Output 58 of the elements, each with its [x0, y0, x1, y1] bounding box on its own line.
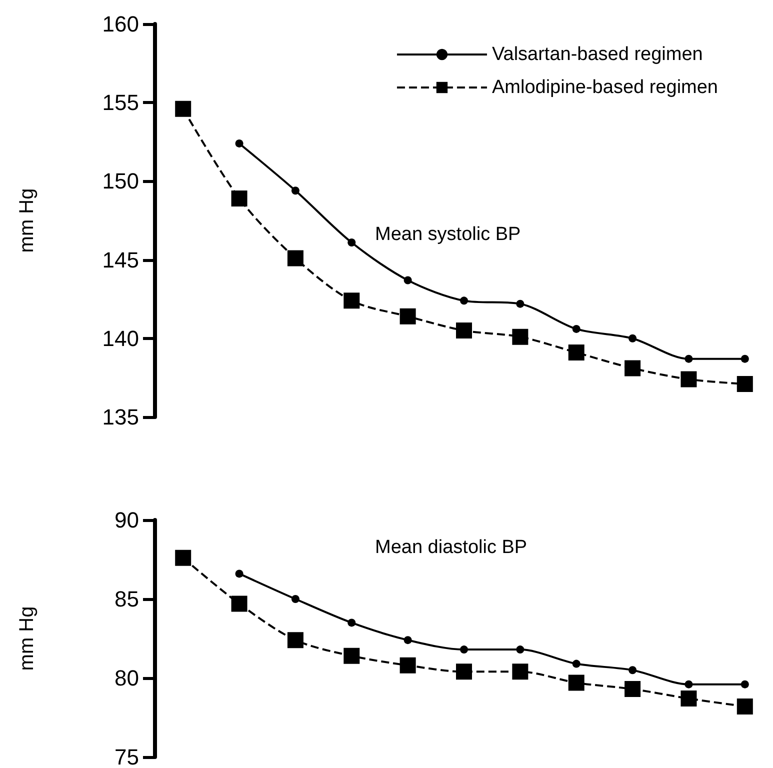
- point: [572, 660, 580, 668]
- point: [568, 674, 584, 691]
- point: [740, 354, 749, 363]
- point: [235, 570, 244, 578]
- point: [404, 276, 412, 284]
- point: [624, 681, 641, 698]
- point: [287, 250, 304, 266]
- point: [175, 550, 192, 566]
- point: [400, 308, 416, 324]
- point: [628, 334, 637, 342]
- point: [404, 636, 412, 644]
- point: [736, 376, 753, 392]
- point: [231, 596, 248, 612]
- point: [740, 680, 749, 688]
- point: [624, 360, 641, 376]
- annotation: Mean diastolic BP: [375, 537, 528, 558]
- point: [628, 666, 637, 674]
- legend-label: Valsartan-based regimen: [492, 44, 703, 65]
- point: [456, 664, 472, 680]
- point: [684, 354, 693, 363]
- point: [516, 646, 524, 654]
- point: [460, 646, 468, 654]
- y-tick-label: 155: [102, 90, 139, 116]
- y-tick-label: 145: [102, 247, 139, 272]
- y-tick-label: 90: [114, 508, 139, 532]
- point: [684, 680, 693, 688]
- y-tick-label: 160: [102, 12, 139, 36]
- point: [568, 344, 584, 361]
- point: [291, 595, 300, 603]
- point: [235, 139, 244, 148]
- point: [344, 292, 360, 309]
- point: [680, 690, 697, 707]
- point: [460, 296, 468, 305]
- point: [175, 100, 192, 117]
- y-tick-label: 140: [102, 326, 139, 351]
- point: [512, 328, 528, 345]
- point: [344, 648, 360, 664]
- y-tick-label: 75: [114, 744, 139, 768]
- point: [400, 657, 416, 674]
- point: [456, 322, 472, 339]
- point: [348, 618, 356, 627]
- y-tick-label: 135: [102, 404, 139, 430]
- point: [736, 698, 753, 714]
- annotation: Mean systolic BP: [375, 224, 521, 245]
- point: [231, 190, 248, 206]
- y-tick-label: 80: [114, 666, 139, 690]
- point: [572, 324, 580, 333]
- y-tick-label: 85: [114, 586, 139, 612]
- legend-label: Amlodipine-based regimen: [492, 77, 718, 98]
- point: [287, 632, 304, 648]
- y-axis-title: mm Hg: [16, 606, 38, 671]
- point: [512, 664, 528, 680]
- point: [516, 300, 524, 308]
- y-axis-title: mm Hg: [16, 188, 38, 253]
- y-tick-label: 150: [102, 168, 139, 194]
- point: [680, 371, 697, 388]
- point: [291, 186, 300, 195]
- point: [348, 238, 356, 247]
